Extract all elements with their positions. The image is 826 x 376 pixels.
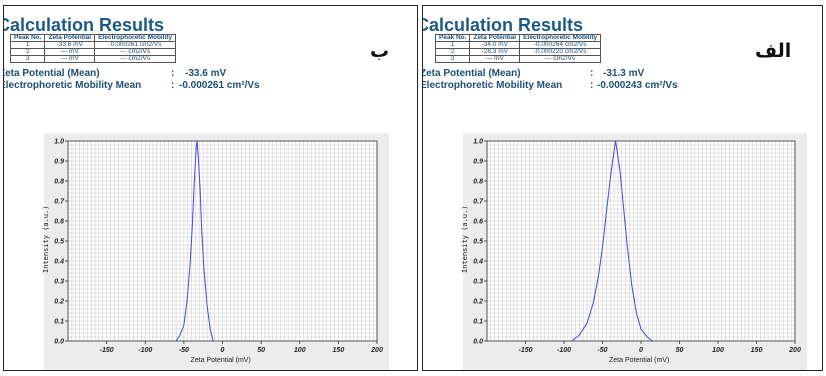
colon: : bbox=[590, 80, 594, 91]
x-tick-label: 0 bbox=[221, 347, 225, 354]
table-cell: 3 bbox=[9, 55, 46, 63]
y-tick-label: 0.4 bbox=[54, 259, 64, 266]
calculation-title: Calculation Results bbox=[3, 15, 165, 35]
zeta-mean-value: -31.3 mV bbox=[603, 68, 645, 79]
panel-label: الف bbox=[755, 40, 792, 62]
table-row: 1 -33.6 mV -0.000261 cm2/Vs bbox=[9, 41, 177, 49]
chart-svg: 0.0 0.1 0.2 0.3 0.4 0.5 0.6 0.7 0.8 0.9 1.0 -150 -10… bbox=[473, 139, 801, 355]
zeta-chart: 0.0 0.1 0.2 0.3 0.4 0.5 0.6 0.7 0.8 0.9 1.0 -150 -10… bbox=[42, 133, 389, 370]
x-tick-label: -150 bbox=[518, 347, 532, 354]
panel-label: ب bbox=[370, 40, 390, 62]
grid bbox=[486, 140, 796, 342]
y-tick-label: 0.2 bbox=[54, 299, 64, 306]
panel-b: Calculation Results Peak No. Zeta Potent… bbox=[3, 5, 418, 371]
x-tick-label: -100 bbox=[557, 347, 571, 354]
y-axis-label: Intensity (a.u.) bbox=[42, 205, 50, 273]
y-tick-label: 0.1 bbox=[473, 319, 483, 326]
y-tick-label: 0.9 bbox=[54, 159, 64, 166]
zeta-chart: 0.0 0.1 0.2 0.3 0.4 0.5 0.6 0.7 0.8 0.9 1.0 -150 -10… bbox=[461, 133, 807, 370]
summary-block: Zeta Potential (Mean) : -33.6 mV Electro… bbox=[3, 68, 409, 92]
peak-table: Peak No. Zeta Potential Electrophoretic … bbox=[9, 34, 177, 63]
x-tick-label: 200 bbox=[788, 347, 801, 354]
x-tick-label: -150 bbox=[100, 347, 114, 354]
y-tick-label: 0.5 bbox=[54, 239, 64, 246]
x-axis-label: Zeta Potential (mV) bbox=[190, 357, 251, 364]
y-tick-label: 0.3 bbox=[473, 279, 483, 286]
y-tick-label: 1.0 bbox=[473, 139, 483, 146]
table-row: 3 --- mV --- cm2/Vs bbox=[9, 55, 177, 63]
series-line bbox=[571, 140, 653, 342]
table-cell: 3 bbox=[434, 55, 471, 63]
table-cell: --- cm2/Vs bbox=[519, 55, 602, 63]
y-tick-label: 1.0 bbox=[54, 139, 64, 146]
colon: : bbox=[171, 68, 175, 79]
x-tick-label: -50 bbox=[179, 347, 189, 354]
series-line bbox=[175, 140, 214, 342]
y-tick-label: 0.8 bbox=[473, 179, 483, 186]
table-row: 2 -28.3 mV -0.000220 cm2/Vs bbox=[434, 48, 602, 56]
zeta-mean-value: -33.6 mV bbox=[185, 68, 227, 79]
table-row: 2 --- mV --- cm2/Vs bbox=[9, 48, 177, 56]
y-tick-label: 0.6 bbox=[54, 219, 64, 226]
table-cell: --- cm2/Vs bbox=[94, 55, 177, 63]
x-tick-label: 100 bbox=[712, 347, 724, 354]
x-tick-label: 200 bbox=[370, 347, 383, 354]
x-tick-label: 150 bbox=[333, 347, 345, 354]
x-tick-label: -100 bbox=[138, 347, 152, 354]
panel-alef: Calculation Results Peak No. Zeta Potent… bbox=[422, 5, 823, 371]
y-tick-label: 0.0 bbox=[473, 339, 483, 346]
y-tick-label: 0.3 bbox=[54, 279, 64, 286]
x-tick-label: 0 bbox=[639, 347, 643, 354]
mobility-mean-value: -0.000261 cm²/Vs bbox=[179, 80, 260, 91]
y-tick-label: 0.5 bbox=[473, 239, 483, 246]
mobility-mean-label: Electrophoretic Mobility Mean bbox=[3, 80, 142, 91]
table-cell: --- mV bbox=[469, 55, 521, 63]
y-tick-label: 0.7 bbox=[473, 199, 484, 206]
colon: : bbox=[590, 68, 594, 79]
y-tick-label: 0.2 bbox=[473, 299, 483, 306]
x-tick-label: 100 bbox=[294, 347, 306, 354]
table-cell: --- mV bbox=[44, 55, 96, 63]
x-tick-label: 150 bbox=[751, 347, 763, 354]
mobility-mean-value: -0.000243 cm²/Vs bbox=[597, 80, 678, 91]
peak-table: Peak No. Zeta Potential Electrophoretic … bbox=[434, 34, 602, 63]
y-tick-label: 0.8 bbox=[54, 179, 64, 186]
y-tick-label: 0.7 bbox=[54, 199, 65, 206]
calculation-title: Calculation Results bbox=[422, 15, 584, 35]
y-tick-label: 0.9 bbox=[473, 159, 483, 166]
chart-svg: 0.0 0.1 0.2 0.3 0.4 0.5 0.6 0.7 0.8 0.9 1.0 -150 -10… bbox=[54, 139, 383, 355]
colon: : bbox=[171, 80, 175, 91]
y-tick-label: 0.1 bbox=[54, 319, 64, 326]
y-tick-label: 0.6 bbox=[473, 219, 483, 226]
zeta-mean-label: Zeta Potential (Mean) bbox=[3, 68, 100, 79]
y-axis-label: Intensity (a.u.) bbox=[461, 205, 469, 273]
mobility-mean-label: Electrophoretic Mobility Mean bbox=[422, 80, 563, 91]
y-tick-label: 0.0 bbox=[54, 339, 64, 346]
zeta-mean-label: Zeta Potential (Mean) bbox=[422, 68, 521, 79]
x-tick-label: 50 bbox=[257, 347, 265, 354]
x-tick-label: -50 bbox=[597, 347, 607, 354]
grid bbox=[67, 140, 378, 342]
x-tick-label: 50 bbox=[676, 347, 684, 354]
y-tick-label: 0.4 bbox=[473, 259, 483, 266]
table-row: 3 --- mV --- cm2/Vs bbox=[434, 55, 602, 63]
summary-block: Zeta Potential (Mean) : -31.3 mV Electro… bbox=[422, 68, 815, 92]
x-axis-label: Zeta Potential (mV) bbox=[609, 357, 670, 364]
